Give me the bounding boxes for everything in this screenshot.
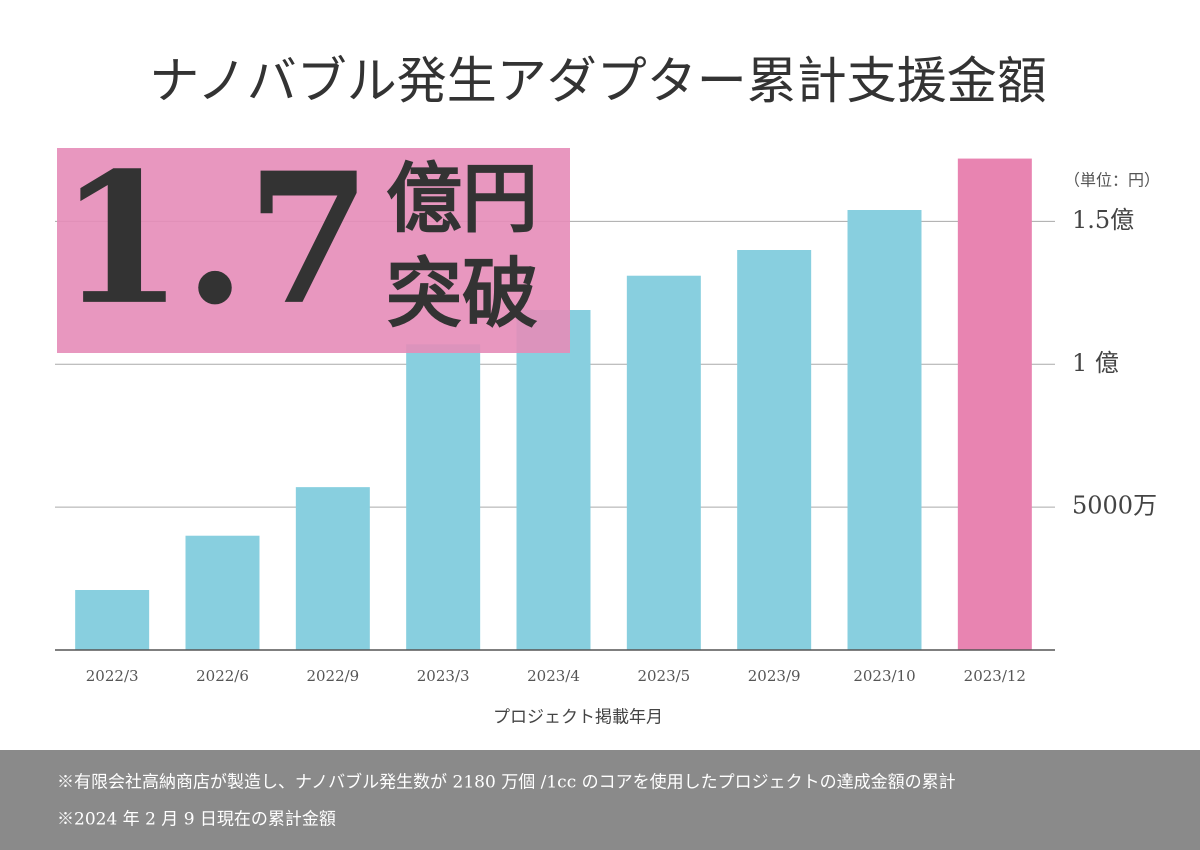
x-tick-label: 2023/3 — [417, 667, 470, 685]
x-tick-label: 2023/5 — [637, 667, 690, 685]
footer — [0, 750, 1200, 850]
x-tick-label: 2022/3 — [86, 667, 139, 685]
bar — [737, 250, 812, 650]
x-tick-label: 2023/10 — [853, 667, 915, 685]
bar — [957, 158, 1032, 651]
x-tick-label: 2022/6 — [196, 667, 249, 685]
bar — [847, 210, 922, 650]
bar — [406, 344, 481, 650]
plot: 5000万 1 億 1.5億 2022/3 2022/6 2022/9 2023/3 2023… — [55, 158, 1157, 685]
y-tick-label: 5000万 — [1072, 492, 1157, 520]
y-tick-label: 1 億 — [1072, 349, 1119, 377]
y-tick-label: 1.5億 — [1072, 206, 1134, 234]
chart-title: ナノバブル発生アダプター累計支援金額 — [149, 52, 1047, 110]
x-tick-label: 2023/4 — [527, 667, 580, 685]
badge-number: 1.7 — [58, 134, 371, 345]
x-tick-label: 2023/12 — [964, 667, 1026, 685]
bar — [516, 310, 591, 650]
bar — [626, 275, 701, 650]
footnote: ※有限会社高納商店が製造し、ナノバブル発生数が 2180 万個 /1cc のコア… — [57, 772, 956, 793]
x-tick-label: 2023/9 — [748, 667, 801, 685]
x-tick-label: 2022/9 — [306, 667, 359, 685]
unit-note: （単位：円） — [1064, 171, 1160, 190]
bar — [185, 535, 260, 650]
bar — [75, 590, 150, 650]
badge-box — [57, 148, 570, 353]
badge-unit: 億円 — [386, 154, 538, 243]
bar — [295, 487, 370, 650]
x-axis-label: プロジェクト掲載年月 — [493, 708, 663, 728]
badge-text: 突破 — [386, 249, 538, 338]
footnote: ※2024 年 2 月 9 日現在の累計金額 — [57, 810, 336, 830]
